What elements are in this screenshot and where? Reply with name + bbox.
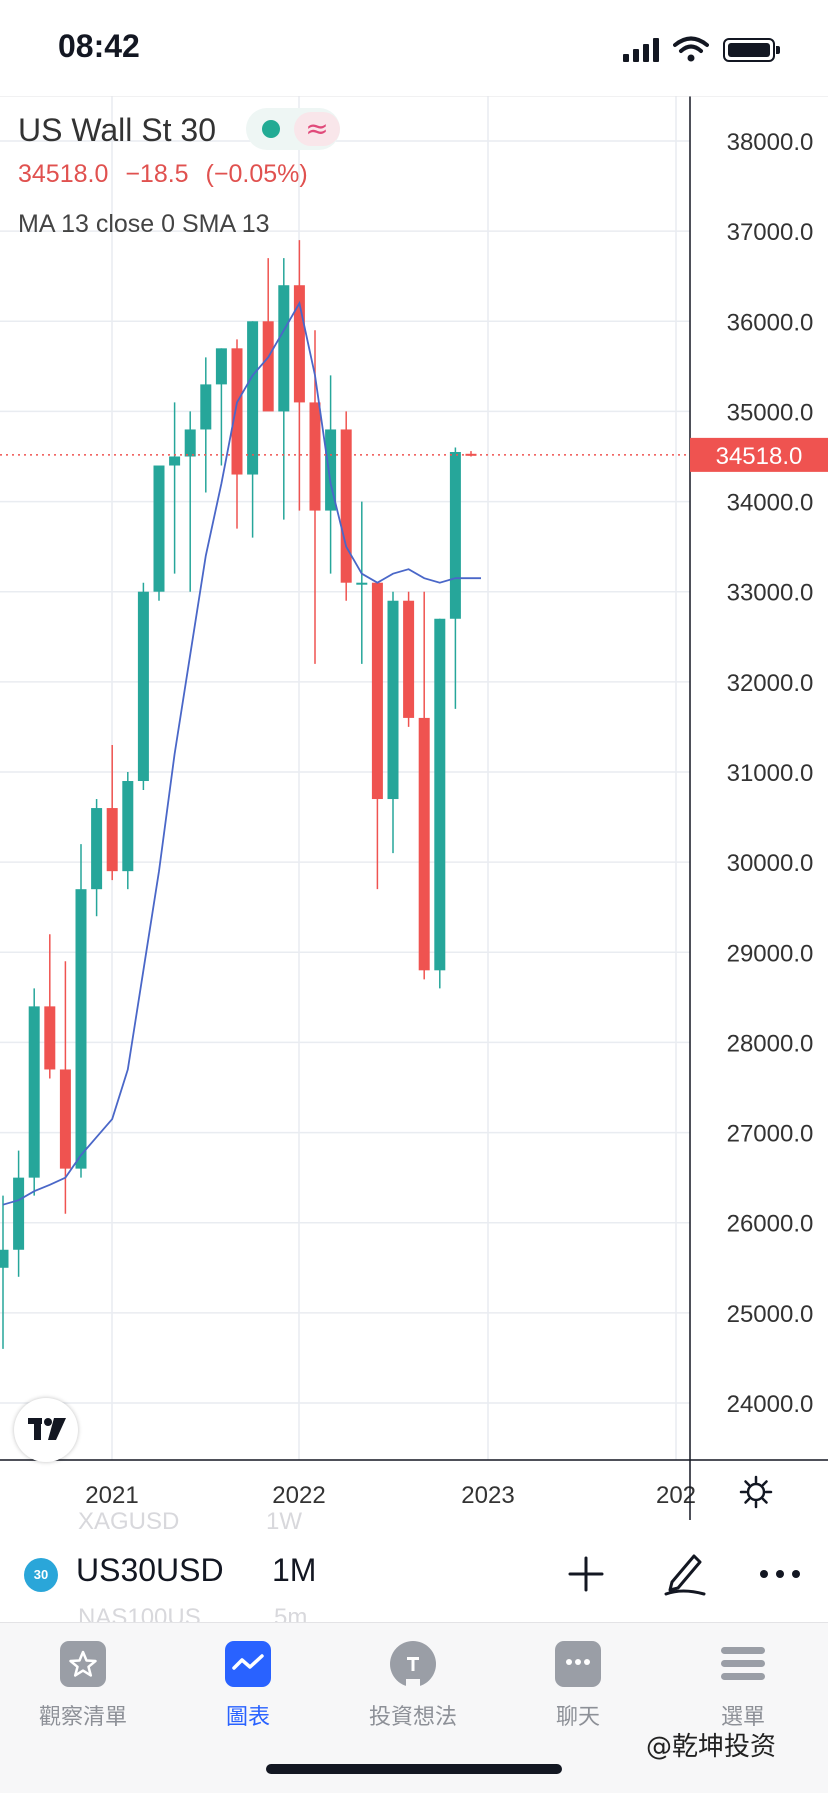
candle-body — [59, 1069, 71, 1169]
symbol-picker-prev[interactable]: XAGUSD — [78, 1508, 180, 1535]
last-price: 34518.0 — [18, 160, 109, 188]
candle-body — [465, 453, 477, 456]
y-tick-label: 34000.0 — [727, 490, 814, 517]
chat-bubble-icon — [555, 1641, 601, 1687]
candle-body — [0, 1249, 9, 1268]
candle-body — [91, 808, 103, 890]
symbol-badge-icon: 30 — [24, 1558, 58, 1592]
status-icons — [623, 34, 798, 64]
y-tick-label: 35000.0 — [727, 399, 814, 426]
x-tick-label: 2021 — [85, 1482, 138, 1509]
candle-body — [340, 429, 352, 583]
candle-body — [137, 591, 149, 782]
candle-body — [418, 717, 430, 971]
symbol-title[interactable]: US Wall St 30 — [18, 112, 216, 148]
candle-body — [371, 582, 383, 800]
market-open-dot-icon — [262, 120, 280, 138]
candle-body — [44, 1006, 56, 1070]
status-bar: 08:42 — [0, 0, 828, 96]
candle-body — [200, 384, 212, 430]
y-tick-label: 24000.0 — [727, 1391, 814, 1418]
y-tick-label: 31000.0 — [727, 760, 814, 787]
candlestick-chart[interactable]: 24000.0 25000.0 26000.0 27000.0 28000.0 29000… — [0, 96, 828, 1520]
candle-body — [169, 456, 181, 466]
tradingview-logo[interactable] — [14, 1398, 78, 1462]
candle-body — [403, 600, 415, 718]
tab-menu[interactable]: 選單 — [668, 1641, 818, 1731]
y-tick-label: 28000.0 — [727, 1030, 814, 1057]
last-price-label-bg — [690, 437, 828, 472]
tab-chart[interactable]: 圖表 — [173, 1641, 323, 1731]
candle-body — [215, 348, 227, 385]
candle-body — [122, 781, 134, 872]
candle-body — [106, 808, 118, 872]
home-indicator[interactable] — [266, 1764, 562, 1774]
candle-body — [278, 285, 290, 412]
interval-picker[interactable]: 1M — [272, 1552, 317, 1588]
candle-body — [247, 321, 259, 475]
chart-settings-gear-icon[interactable] — [738, 1474, 774, 1510]
candle-body — [449, 451, 461, 619]
tab-menu-label: 選單 — [720, 1705, 765, 1730]
tab-chart-label: 圖表 — [225, 1705, 270, 1730]
candle-body — [28, 1006, 40, 1178]
tab-ideas-label: 投資想法 — [368, 1705, 457, 1730]
candle-body — [387, 600, 399, 800]
candle-body — [325, 429, 337, 511]
price-change-pct: (−0.05%) — [205, 160, 308, 188]
star-icon — [60, 1641, 106, 1687]
more-options-icon[interactable] — [758, 1560, 802, 1588]
candle-body — [293, 285, 305, 403]
y-tick-label: 25000.0 — [727, 1301, 814, 1328]
add-indicator-plus-icon[interactable] — [566, 1554, 606, 1594]
tab-watchlist-label: 觀察清單 — [38, 1705, 127, 1730]
candle-body — [184, 429, 196, 457]
candle-body — [356, 582, 368, 585]
lightbulb-icon — [390, 1641, 436, 1687]
candle-body — [153, 465, 165, 592]
ma-line — [2, 300, 481, 1206]
drawing-tools-pen-icon[interactable] — [662, 1548, 708, 1596]
x-tick-label: 2023 — [461, 1482, 514, 1509]
cellular-signal-icon — [623, 38, 659, 62]
candle-body — [13, 1177, 25, 1250]
y-tick-label: 32000.0 — [727, 670, 814, 697]
y-tick-label: 37000.0 — [727, 219, 814, 246]
hamburger-menu-icon — [720, 1641, 766, 1687]
battery-icon — [723, 38, 780, 62]
market-status-pill[interactable]: ≈ — [246, 108, 340, 150]
watermark: @乾坤投资 — [646, 1732, 777, 1762]
chart-line-icon — [225, 1641, 271, 1687]
y-tick-label: 36000.0 — [727, 309, 814, 336]
x-tick-label: 2022 — [272, 1482, 325, 1509]
status-time: 08:42 — [58, 28, 140, 64]
y-tick-label: 27000.0 — [727, 1121, 814, 1148]
market-sign: ≈ — [294, 112, 340, 146]
tab-chat-label: 聊天 — [555, 1705, 600, 1730]
tradingview-logo-icon — [28, 1418, 66, 1440]
chart-area[interactable]: 24000.0 25000.0 26000.0 27000.0 28000.0 29000… — [0, 96, 828, 1520]
y-tick-label: 30000.0 — [727, 850, 814, 877]
candle-body — [309, 402, 321, 511]
price-change: −18.5 — [125, 160, 189, 188]
tab-watchlist[interactable]: 觀察清單 — [8, 1641, 158, 1731]
wifi-icon — [673, 36, 709, 62]
last-price-label: 34518.0 — [716, 443, 803, 470]
tab-ideas[interactable]: 投資想法 — [338, 1641, 488, 1731]
interval-picker-prev[interactable]: 1W — [266, 1508, 302, 1535]
tab-chat[interactable]: 聊天 — [503, 1641, 653, 1731]
y-tick-label: 38000.0 — [727, 129, 814, 156]
price-line: 34518.0 −18.5 (−0.05%) — [18, 160, 318, 189]
candle-body — [75, 889, 87, 1169]
symbol-picker[interactable]: US30USD — [76, 1552, 224, 1588]
y-tick-label: 29000.0 — [727, 940, 814, 967]
y-tick-label: 26000.0 — [727, 1211, 814, 1238]
candle-body — [434, 618, 446, 971]
candle-body — [262, 321, 274, 412]
candle-body — [231, 348, 243, 475]
chart-toolbar — [0, 1520, 828, 1622]
y-tick-label: 33000.0 — [727, 580, 814, 607]
indicator-legend[interactable]: MA 13 close 0 SMA 13 — [18, 210, 270, 238]
